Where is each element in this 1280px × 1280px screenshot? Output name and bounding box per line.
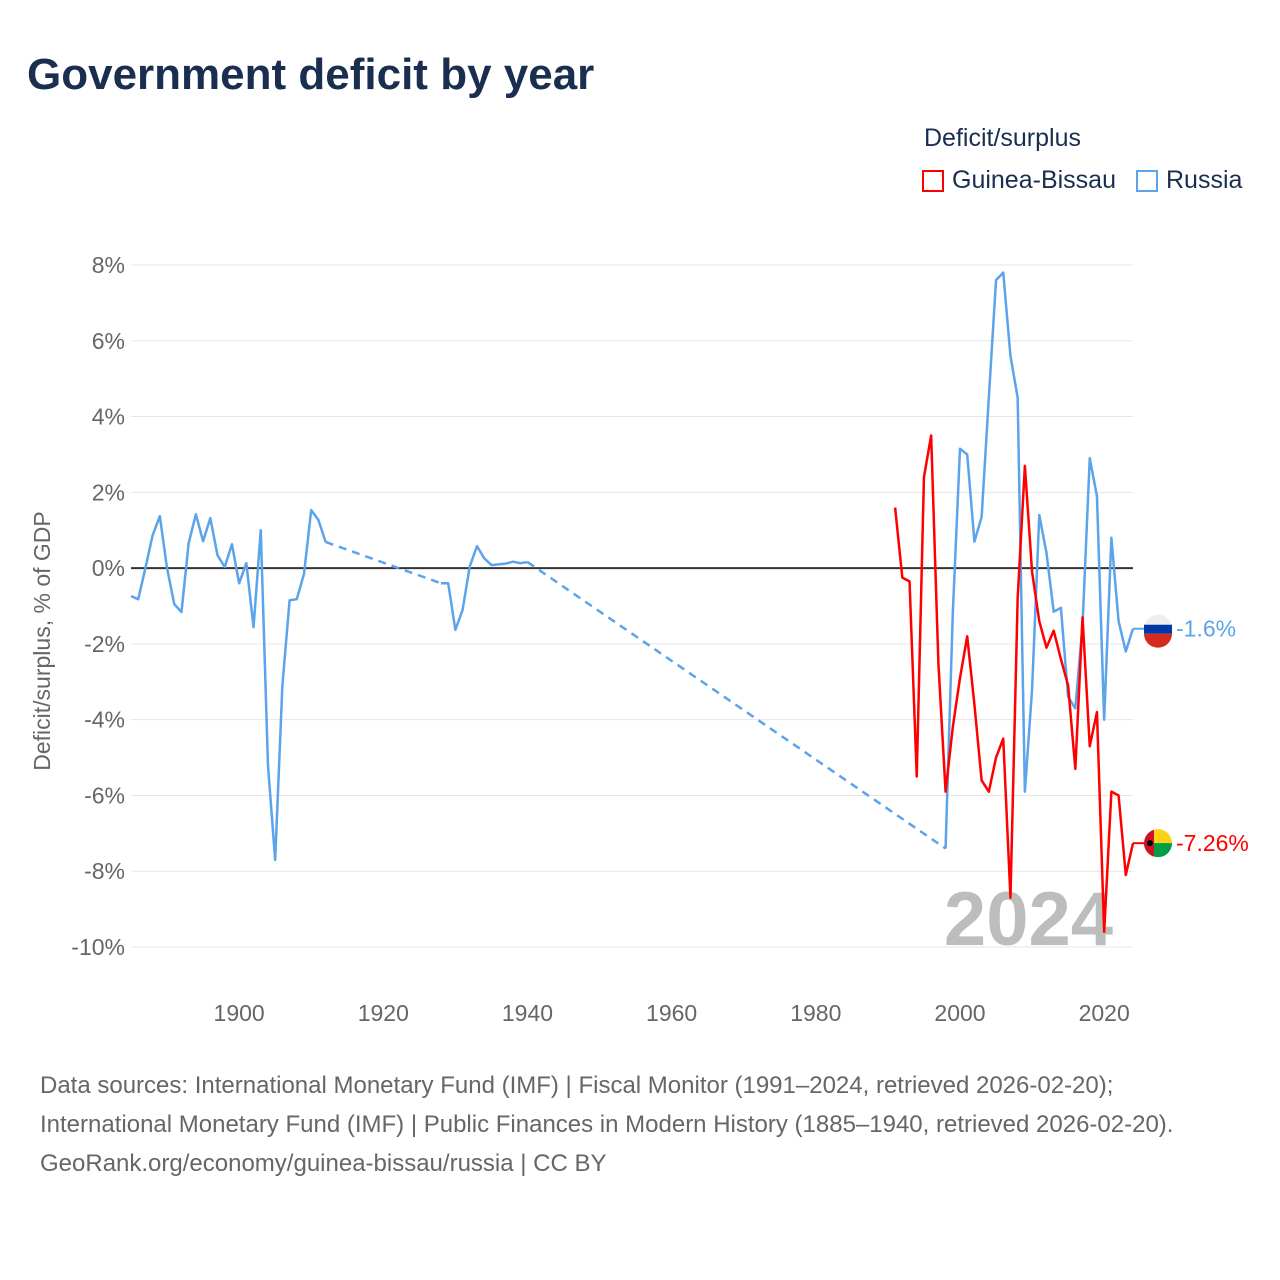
legend-swatch-guinea-bissau (922, 169, 944, 192)
x-tick-label: 1940 (502, 1000, 553, 1026)
x-tick-label: 1900 (214, 1000, 265, 1026)
y-tick-label: 6% (92, 328, 125, 354)
legend-title: Deficit/surplus (924, 124, 1081, 152)
x-tick-label: 1920 (358, 1000, 409, 1026)
series-line-guinea-bissau (893, 434, 1135, 934)
chart-title: Government deficit by year (27, 50, 595, 99)
legend-label: Guinea-Bissau (952, 166, 1116, 194)
y-tick-label: -6% (84, 782, 125, 808)
source-link[interactable]: GeoRank.org/economy/guinea-bissau/russia… (40, 1150, 607, 1177)
series-gap-connector (526, 561, 947, 850)
legend: Guinea-Bissau Russia (922, 166, 1242, 195)
end-value-label: -7.26% (1176, 830, 1249, 856)
series-line-russia (944, 271, 1135, 849)
year-watermark: 2024 (944, 877, 1113, 962)
y-tick-label: 0% (92, 555, 125, 581)
x-tick-label: 2000 (934, 1000, 985, 1026)
guinea-bissau-flag-star (1147, 840, 1153, 847)
y-tick-label: -10% (71, 934, 125, 960)
x-tick-label: 1980 (790, 1000, 841, 1026)
series-gap-connector (325, 540, 442, 585)
legend-label: Russia (1165, 166, 1243, 194)
y-tick-label: -4% (84, 707, 125, 733)
legend-item-russia[interactable]: Russia (1135, 166, 1243, 195)
y-tick-label: 2% (92, 479, 125, 505)
y-axis-label: Deficit/surplus, % of GDP (29, 511, 55, 770)
x-tick-label: 1960 (646, 1000, 697, 1026)
series-line-russia (130, 508, 327, 862)
y-tick-label: -2% (84, 631, 125, 657)
x-tick-label: 2020 (1079, 1000, 1130, 1026)
y-tick-label: 4% (92, 404, 125, 430)
data-sources: Data sources: International Monetary Fun… (40, 1072, 1174, 1138)
y-tick-label: 8% (92, 252, 125, 278)
series-line-russia (440, 544, 528, 632)
chart-area: 8% 6% 4% 2% 0% -2% -4% -6% -8% -10% 1900 1920 1940 19… (29, 252, 1249, 1026)
end-value-label: -1.6% (1176, 616, 1236, 642)
legend-item-guinea-bissau[interactable]: Guinea-Bissau (922, 166, 1116, 195)
russia-flag-red (1144, 633, 1172, 648)
y-tick-label: -8% (84, 858, 125, 884)
footer: Data sources: International Monetary Fun… (40, 1066, 1240, 1183)
legend-swatch-russia (1135, 169, 1158, 192)
russia-flag-blue (1144, 624, 1172, 634)
